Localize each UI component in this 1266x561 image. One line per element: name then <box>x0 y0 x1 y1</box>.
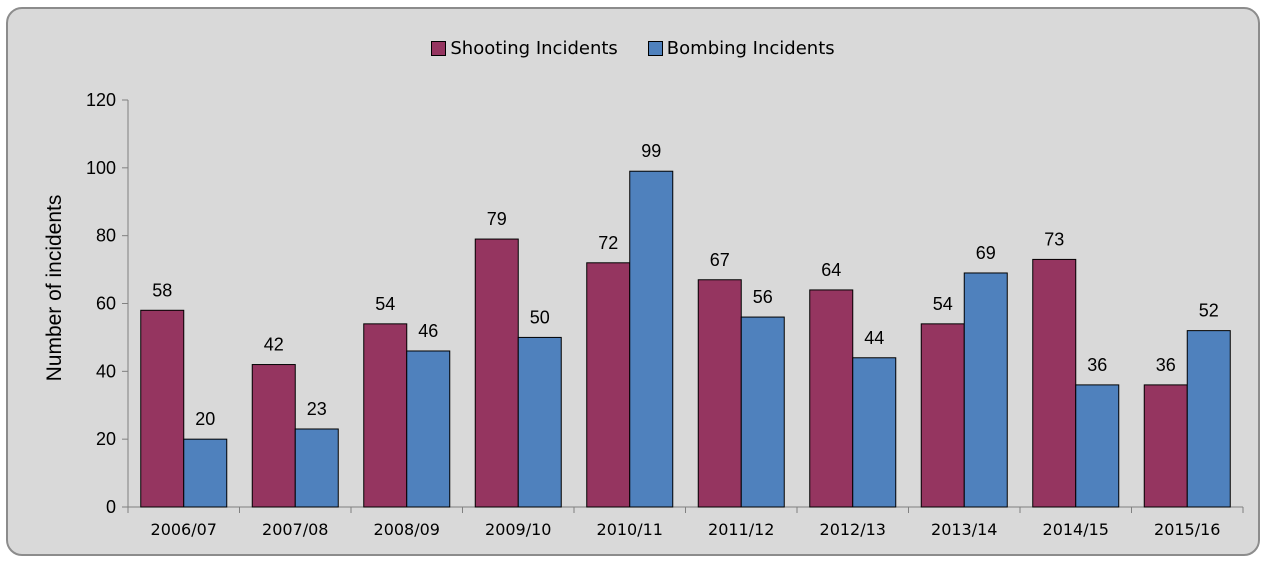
data-label-bombing: 20 <box>195 409 215 429</box>
x-tick-label: 2009/10 <box>485 520 551 539</box>
x-tick-label: 2008/09 <box>374 520 440 539</box>
x-tick-label: 2012/13 <box>820 520 886 539</box>
bar-shooting <box>1032 258 1077 508</box>
legend-label-bombing: Bombing Incidents <box>666 38 835 59</box>
data-label-shooting: 73 <box>1044 229 1064 249</box>
data-label-shooting: 64 <box>821 260 841 280</box>
data-label-shooting: 72 <box>598 233 618 253</box>
bar-shooting <box>251 364 296 508</box>
bar-bombing <box>963 272 1008 508</box>
legend-item-shooting: Shooting Incidents <box>431 38 618 59</box>
data-label-shooting: 79 <box>487 209 507 229</box>
data-label-bombing: 52 <box>1199 301 1219 321</box>
data-label-bombing: 46 <box>418 321 438 341</box>
bar-shooting <box>363 323 408 508</box>
bar-shooting <box>1143 384 1188 508</box>
bar-bombing <box>1075 384 1120 508</box>
bar-bombing <box>1186 330 1231 508</box>
data-label-shooting: 36 <box>1156 355 1176 375</box>
x-tick-label: 2015/16 <box>1154 520 1220 539</box>
x-tick-label: 2014/15 <box>1043 520 1109 539</box>
data-label-shooting: 67 <box>710 250 730 270</box>
bar-shooting <box>586 262 631 508</box>
x-tick-label: 2011/12 <box>708 520 774 539</box>
x-tick-label: 2007/08 <box>262 520 328 539</box>
data-label-bombing: 56 <box>753 287 773 307</box>
legend-swatch-shooting <box>431 41 447 56</box>
bar-bombing <box>629 170 674 508</box>
data-label-bombing: 99 <box>641 141 661 161</box>
data-label-shooting: 58 <box>152 280 172 300</box>
bar-bombing <box>294 428 339 508</box>
y-tick-label: 20 <box>96 429 116 449</box>
bar-shooting <box>920 323 965 508</box>
bar-bombing <box>183 438 228 508</box>
legend-swatch-bombing <box>647 41 663 56</box>
y-tick-label: 40 <box>96 361 116 381</box>
data-label-shooting: 54 <box>375 294 395 314</box>
bar-shooting <box>140 309 185 508</box>
bar-bombing <box>852 357 897 508</box>
y-tick-label: 80 <box>96 226 116 246</box>
data-label-bombing: 36 <box>1087 355 1107 375</box>
y-tick-label: 100 <box>86 158 116 178</box>
data-label-bombing: 69 <box>976 243 996 263</box>
bar-shooting <box>809 289 854 508</box>
data-label-bombing: 50 <box>530 307 550 327</box>
legend-label-shooting: Shooting Incidents <box>450 38 618 59</box>
bar-shooting <box>474 238 519 508</box>
data-label-bombing: 44 <box>864 328 884 348</box>
y-tick-label: 120 <box>86 90 116 110</box>
bar-shooting <box>697 279 742 508</box>
x-tick-label: 2013/14 <box>931 520 997 539</box>
data-label-bombing: 23 <box>307 399 327 419</box>
legend-item-bombing: Bombing Incidents <box>647 38 835 59</box>
bar-bombing <box>406 350 451 508</box>
x-tick-label: 2006/07 <box>151 520 217 539</box>
legend: Shooting Incidents Bombing Incidents <box>0 38 1266 59</box>
x-tick-label: 2010/11 <box>597 520 663 539</box>
y-tick-label: 0 <box>106 497 116 517</box>
data-label-shooting: 42 <box>264 335 284 355</box>
bar-bombing <box>740 316 785 508</box>
data-label-shooting: 54 <box>933 294 953 314</box>
y-tick-label: 60 <box>96 294 116 314</box>
bar-bombing <box>517 336 562 508</box>
